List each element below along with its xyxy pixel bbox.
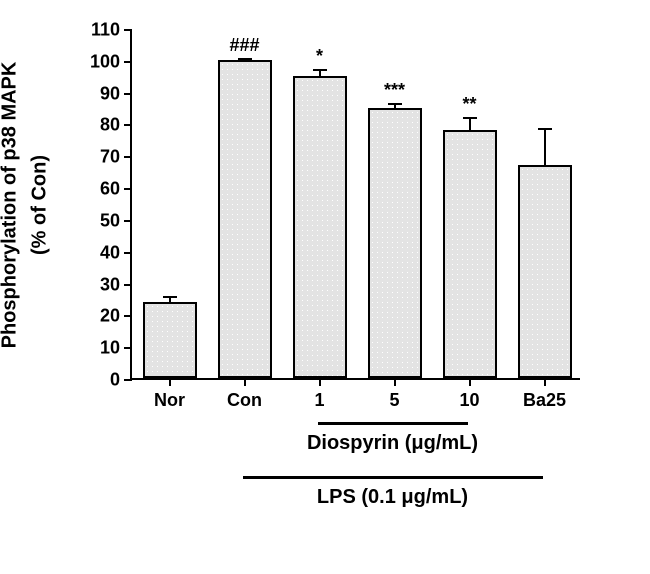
y-tick bbox=[124, 347, 132, 349]
y-tick bbox=[124, 29, 132, 31]
y-tick-label: 30 bbox=[100, 274, 120, 295]
plot-area: 0102030405060708090100110NorCon###1*5***… bbox=[130, 30, 580, 380]
y-tick-label: 10 bbox=[100, 338, 120, 359]
error-cap bbox=[238, 58, 252, 60]
bracket-diospyrin-label: Diospyrin (μg/mL) bbox=[307, 432, 478, 455]
significance-annotation: *** bbox=[384, 80, 405, 101]
y-tick-label: 40 bbox=[100, 242, 120, 263]
y-tick bbox=[124, 124, 132, 126]
y-tick-label: 20 bbox=[100, 306, 120, 327]
y-tick-label: 0 bbox=[110, 370, 120, 391]
error-bar bbox=[319, 70, 321, 78]
y-axis-label-line1: Phosphorylation of p38 MAPK bbox=[0, 62, 22, 349]
bar bbox=[368, 108, 422, 378]
y-tick-label: 80 bbox=[100, 115, 120, 136]
y-axis-label-line2: (% of Con) bbox=[29, 155, 52, 255]
significance-annotation: ** bbox=[462, 94, 476, 115]
y-tick-label: 70 bbox=[100, 147, 120, 168]
y-tick bbox=[124, 315, 132, 317]
x-tick-label: 5 bbox=[389, 390, 399, 411]
error-cap bbox=[463, 117, 477, 119]
bar bbox=[293, 76, 347, 378]
bar bbox=[218, 60, 272, 378]
error-bar bbox=[169, 297, 171, 304]
bracket-diospyrin bbox=[318, 422, 468, 425]
bar bbox=[443, 130, 497, 378]
y-tick bbox=[124, 93, 132, 95]
y-tick bbox=[124, 220, 132, 222]
x-tick-label: Nor bbox=[154, 390, 185, 411]
x-tick bbox=[544, 378, 546, 386]
x-tick-label: Ba25 bbox=[523, 390, 566, 411]
y-tick bbox=[124, 379, 132, 381]
x-tick bbox=[244, 378, 246, 386]
y-tick-label: 60 bbox=[100, 179, 120, 200]
y-tick bbox=[124, 156, 132, 158]
y-tick-label: 90 bbox=[100, 83, 120, 104]
y-tick bbox=[124, 252, 132, 254]
x-tick-label: 10 bbox=[459, 390, 479, 411]
y-tick bbox=[124, 284, 132, 286]
significance-annotation: * bbox=[316, 46, 323, 67]
error-cap bbox=[388, 103, 402, 105]
y-tick-label: 50 bbox=[100, 210, 120, 231]
y-tick bbox=[124, 61, 132, 63]
x-tick-label: Con bbox=[227, 390, 262, 411]
x-tick bbox=[319, 378, 321, 386]
x-tick bbox=[169, 378, 171, 386]
y-tick bbox=[124, 188, 132, 190]
x-tick-label: 1 bbox=[314, 390, 324, 411]
y-tick-label: 100 bbox=[90, 51, 120, 72]
error-cap bbox=[163, 296, 177, 298]
error-bar bbox=[544, 129, 546, 167]
x-tick bbox=[469, 378, 471, 386]
x-tick bbox=[394, 378, 396, 386]
error-cap bbox=[538, 128, 552, 130]
bracket-lps-label: LPS (0.1 μg/mL) bbox=[317, 486, 468, 509]
error-cap bbox=[313, 69, 327, 71]
error-bar bbox=[469, 118, 471, 132]
y-tick-label: 110 bbox=[91, 20, 120, 41]
significance-annotation: ### bbox=[229, 35, 259, 56]
bracket-lps bbox=[243, 476, 543, 479]
bar bbox=[518, 165, 572, 378]
bar bbox=[143, 302, 197, 378]
